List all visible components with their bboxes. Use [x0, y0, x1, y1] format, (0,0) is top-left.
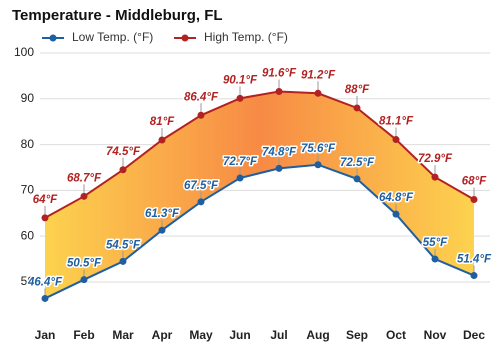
point	[314, 89, 322, 97]
legend-marker	[49, 34, 57, 42]
legend-marker	[181, 34, 189, 42]
value-label: 64°F	[33, 194, 58, 206]
value-label: 64.8°F	[379, 192, 414, 204]
value-label: 75.6°F	[301, 143, 336, 155]
point	[431, 173, 439, 181]
value-label: 74.5°F	[106, 146, 141, 158]
point	[470, 196, 478, 204]
point	[158, 226, 166, 234]
point	[353, 175, 361, 183]
value-label: 72.5°F	[340, 157, 375, 169]
point	[470, 272, 478, 280]
value-label: 91.2°F	[301, 69, 336, 81]
y-tick-label: 70	[21, 183, 35, 197]
value-label: 46.4°F	[27, 276, 63, 288]
point	[236, 94, 244, 102]
series-line	[44, 163, 475, 300]
value-label: 86.4°F	[184, 91, 219, 103]
x-tick-label: Nov	[424, 328, 447, 342]
point	[392, 210, 400, 218]
value-label: 72.7°F	[223, 156, 258, 168]
value-label: 74.8°F	[262, 146, 297, 158]
y-tick-label: 100	[14, 45, 34, 59]
value-label: 68°F	[462, 176, 487, 188]
point	[158, 136, 166, 144]
value-label: 50.5°F	[67, 258, 102, 270]
value-label: 72.9°F	[418, 153, 453, 165]
legend-label: High Temp. (°F)	[204, 30, 288, 44]
point	[392, 136, 400, 144]
x-tick-label: Dec	[463, 328, 485, 342]
x-tick-label: Feb	[73, 328, 94, 342]
x-tick-label: Sep	[346, 328, 368, 342]
point	[119, 166, 127, 174]
x-tick-label: Jan	[35, 328, 56, 342]
value-label: 67.5°F	[184, 180, 219, 192]
value-label: 55°F	[423, 237, 448, 249]
y-tick-label: 50	[21, 274, 35, 288]
value-label: 81°F	[150, 116, 175, 128]
value-label: 88°F	[345, 84, 370, 96]
value-label: 61.3°F	[145, 208, 180, 220]
value-label: 81.1°F	[379, 116, 414, 128]
x-tick-label: May	[189, 328, 213, 342]
legend-label: Low Temp. (°F)	[72, 30, 153, 44]
point	[314, 161, 322, 169]
point	[119, 257, 127, 265]
range-band	[45, 91, 474, 299]
value-label: 91.6°F	[262, 67, 297, 79]
value-label: 54.5°F	[106, 239, 141, 251]
value-label: 68.7°F	[67, 172, 102, 184]
value-label: 51.4°F	[457, 254, 492, 266]
point	[41, 294, 49, 302]
x-tick-label: Aug	[306, 328, 329, 342]
point	[275, 87, 283, 95]
x-tick-label: Jun	[229, 328, 250, 342]
x-tick-label: Apr	[152, 328, 173, 342]
x-tick-label: Jul	[270, 328, 287, 342]
x-tick-label: Oct	[386, 328, 406, 342]
y-tick-label: 80	[21, 137, 35, 151]
point	[80, 192, 88, 200]
x-tick-label: Mar	[112, 328, 134, 342]
point	[431, 255, 439, 263]
point	[197, 198, 205, 206]
legend: Low Temp. (°F) High Temp. (°F)	[42, 30, 288, 44]
point	[80, 276, 88, 284]
point	[197, 111, 205, 119]
value-label: 90.1°F	[223, 74, 258, 86]
y-tick-label: 90	[21, 91, 35, 105]
point	[275, 164, 283, 172]
point	[353, 104, 361, 112]
point	[41, 214, 49, 222]
chart-title: Temperature - Middleburg, FL	[12, 7, 223, 24]
y-tick-label: 60	[21, 228, 35, 242]
series-line	[44, 90, 475, 219]
point	[236, 174, 244, 182]
